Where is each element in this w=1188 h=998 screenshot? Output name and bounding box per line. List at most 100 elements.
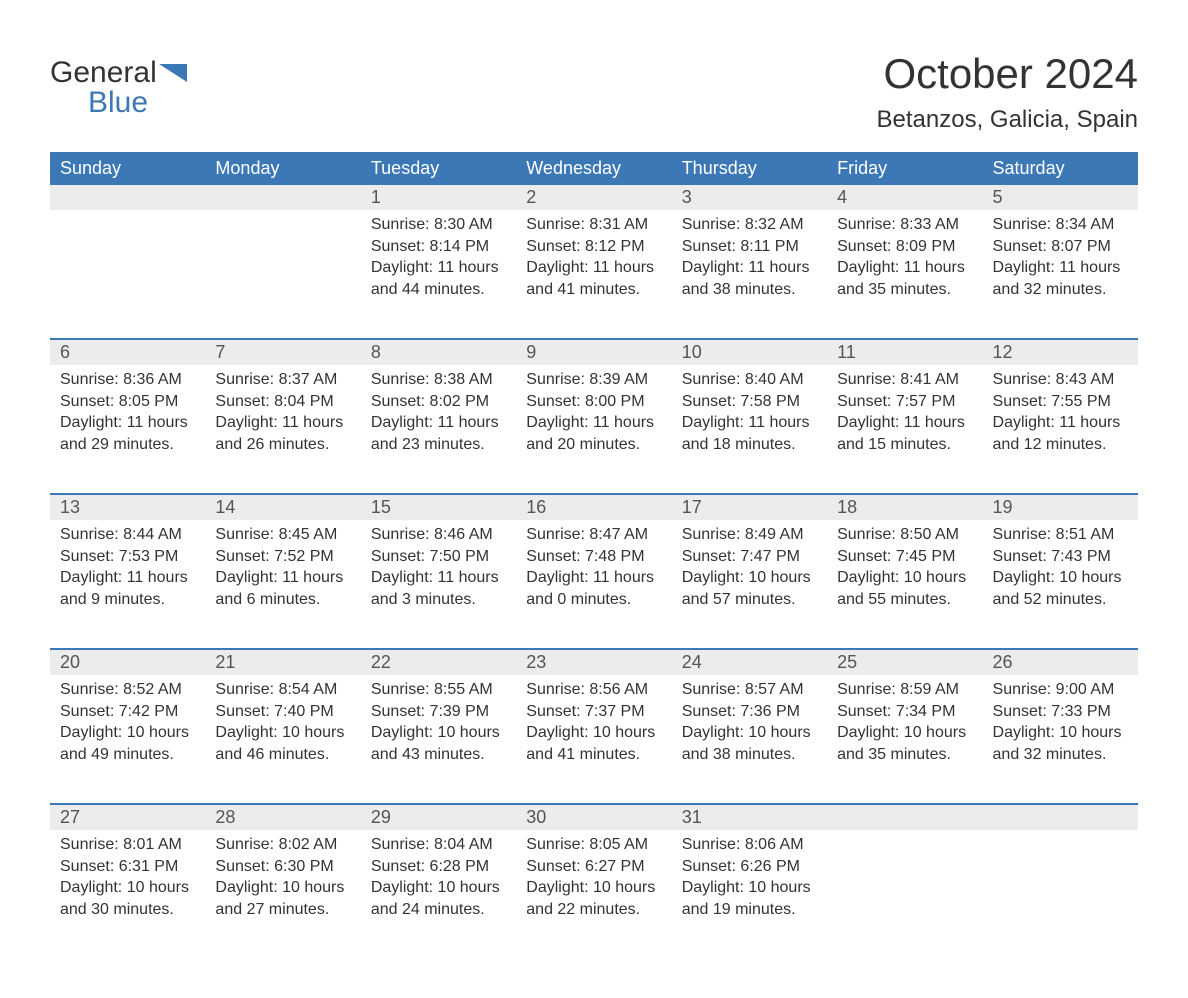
- day-content-cell: Sunrise: 8:01 AMSunset: 6:31 PMDaylight:…: [50, 830, 205, 958]
- day-content-cell: Sunrise: 8:39 AMSunset: 8:00 PMDaylight:…: [516, 365, 671, 494]
- day-content: Sunrise: 8:44 AMSunset: 7:53 PMDaylight:…: [50, 520, 205, 620]
- daylight-line: Daylight: 11 hours and 18 minutes.: [682, 412, 817, 455]
- day-content: Sunrise: 8:56 AMSunset: 7:37 PMDaylight:…: [516, 675, 671, 775]
- day-content-cell: Sunrise: 8:41 AMSunset: 7:57 PMDaylight:…: [827, 365, 982, 494]
- daylight-line: Daylight: 11 hours and 23 minutes.: [371, 412, 506, 455]
- day-number-cell: 31: [672, 804, 827, 830]
- day-content-cell: [50, 210, 205, 339]
- day-number-cell: 1: [361, 185, 516, 210]
- daylight-line: Daylight: 11 hours and 35 minutes.: [837, 257, 972, 300]
- daylight-line: Daylight: 11 hours and 15 minutes.: [837, 412, 972, 455]
- sunset-line: Sunset: 7:39 PM: [371, 701, 506, 723]
- sunset-line: Sunset: 8:02 PM: [371, 391, 506, 413]
- day-content-cell: Sunrise: 8:45 AMSunset: 7:52 PMDaylight:…: [205, 520, 360, 649]
- day-number-cell: 14: [205, 494, 360, 520]
- day-content-cell: Sunrise: 8:37 AMSunset: 8:04 PMDaylight:…: [205, 365, 360, 494]
- sunrise-line: Sunrise: 8:33 AM: [837, 214, 972, 236]
- sunrise-line: Sunrise: 8:30 AM: [371, 214, 506, 236]
- daylight-line: Daylight: 11 hours and 6 minutes.: [215, 567, 350, 610]
- sunset-line: Sunset: 7:57 PM: [837, 391, 972, 413]
- sunrise-line: Sunrise: 8:38 AM: [371, 369, 506, 391]
- sunrise-line: Sunrise: 8:34 AM: [993, 214, 1128, 236]
- daylight-line: Daylight: 11 hours and 0 minutes.: [526, 567, 661, 610]
- sunset-line: Sunset: 8:00 PM: [526, 391, 661, 413]
- day-content-cell: Sunrise: 8:54 AMSunset: 7:40 PMDaylight:…: [205, 675, 360, 804]
- day-number-cell: 13: [50, 494, 205, 520]
- day-content-row: Sunrise: 8:44 AMSunset: 7:53 PMDaylight:…: [50, 520, 1138, 649]
- title-block: October 2024 Betanzos, Galicia, Spain: [877, 50, 1138, 134]
- day-content-cell: Sunrise: 8:31 AMSunset: 8:12 PMDaylight:…: [516, 210, 671, 339]
- day-content: Sunrise: 8:37 AMSunset: 8:04 PMDaylight:…: [205, 365, 360, 465]
- daylight-line: Daylight: 10 hours and 22 minutes.: [526, 877, 661, 920]
- day-content: Sunrise: 8:59 AMSunset: 7:34 PMDaylight:…: [827, 675, 982, 775]
- sunrise-line: Sunrise: 8:54 AM: [215, 679, 350, 701]
- daylight-line: Daylight: 11 hours and 20 minutes.: [526, 412, 661, 455]
- sunrise-line: Sunrise: 8:57 AM: [682, 679, 817, 701]
- sunrise-line: Sunrise: 8:51 AM: [993, 524, 1128, 546]
- day-content: Sunrise: 8:51 AMSunset: 7:43 PMDaylight:…: [983, 520, 1138, 620]
- sunset-line: Sunset: 8:07 PM: [993, 236, 1128, 258]
- day-content: Sunrise: 8:01 AMSunset: 6:31 PMDaylight:…: [50, 830, 205, 930]
- day-number-cell: 9: [516, 339, 671, 365]
- day-number-row: 12345: [50, 185, 1138, 210]
- day-content: Sunrise: 8:32 AMSunset: 8:11 PMDaylight:…: [672, 210, 827, 310]
- weekday-header: Saturday: [983, 152, 1138, 185]
- sunset-line: Sunset: 7:40 PM: [215, 701, 350, 723]
- day-content-cell: Sunrise: 8:05 AMSunset: 6:27 PMDaylight:…: [516, 830, 671, 958]
- daylight-line: Daylight: 11 hours and 26 minutes.: [215, 412, 350, 455]
- day-content: Sunrise: 8:50 AMSunset: 7:45 PMDaylight:…: [827, 520, 982, 620]
- daylight-line: Daylight: 10 hours and 24 minutes.: [371, 877, 506, 920]
- day-content: Sunrise: 8:45 AMSunset: 7:52 PMDaylight:…: [205, 520, 360, 620]
- day-content-cell: Sunrise: 8:47 AMSunset: 7:48 PMDaylight:…: [516, 520, 671, 649]
- logo-general: General: [50, 56, 157, 89]
- sunset-line: Sunset: 6:26 PM: [682, 856, 817, 878]
- weekday-header-row: SundayMondayTuesdayWednesdayThursdayFrid…: [50, 152, 1138, 185]
- daylight-line: Daylight: 11 hours and 3 minutes.: [371, 567, 506, 610]
- day-number-cell: 8: [361, 339, 516, 365]
- page-subtitle: Betanzos, Galicia, Spain: [877, 106, 1138, 134]
- sunrise-line: Sunrise: 8:50 AM: [837, 524, 972, 546]
- sunrise-line: Sunrise: 8:05 AM: [526, 834, 661, 856]
- day-number-cell: 19: [983, 494, 1138, 520]
- day-number-row: 6789101112: [50, 339, 1138, 365]
- day-content: Sunrise: 8:47 AMSunset: 7:48 PMDaylight:…: [516, 520, 671, 620]
- logo-text: General Blue: [50, 58, 187, 118]
- day-number-cell: 5: [983, 185, 1138, 210]
- sunrise-line: Sunrise: 8:52 AM: [60, 679, 195, 701]
- day-content: Sunrise: 8:55 AMSunset: 7:39 PMDaylight:…: [361, 675, 516, 775]
- day-content: Sunrise: 8:02 AMSunset: 6:30 PMDaylight:…: [205, 830, 360, 930]
- day-content-cell: Sunrise: 8:51 AMSunset: 7:43 PMDaylight:…: [983, 520, 1138, 649]
- weekday-header: Monday: [205, 152, 360, 185]
- sunrise-line: Sunrise: 8:56 AM: [526, 679, 661, 701]
- sunset-line: Sunset: 7:58 PM: [682, 391, 817, 413]
- day-number-row: 2728293031: [50, 804, 1138, 830]
- day-number-cell: 10: [672, 339, 827, 365]
- day-content-cell: Sunrise: 8:06 AMSunset: 6:26 PMDaylight:…: [672, 830, 827, 958]
- day-content: Sunrise: 8:36 AMSunset: 8:05 PMDaylight:…: [50, 365, 205, 465]
- flag-icon: [159, 58, 187, 88]
- day-content-row: Sunrise: 8:36 AMSunset: 8:05 PMDaylight:…: [50, 365, 1138, 494]
- day-content: Sunrise: 8:34 AMSunset: 8:07 PMDaylight:…: [983, 210, 1138, 310]
- daylight-line: Daylight: 11 hours and 12 minutes.: [993, 412, 1128, 455]
- day-content-cell: Sunrise: 8:59 AMSunset: 7:34 PMDaylight:…: [827, 675, 982, 804]
- day-content-cell: Sunrise: 8:57 AMSunset: 7:36 PMDaylight:…: [672, 675, 827, 804]
- sunrise-line: Sunrise: 8:31 AM: [526, 214, 661, 236]
- day-content: Sunrise: 8:40 AMSunset: 7:58 PMDaylight:…: [672, 365, 827, 465]
- day-number-cell: [205, 185, 360, 210]
- day-content-cell: Sunrise: 8:04 AMSunset: 6:28 PMDaylight:…: [361, 830, 516, 958]
- sunrise-line: Sunrise: 8:55 AM: [371, 679, 506, 701]
- day-content-cell: Sunrise: 8:34 AMSunset: 8:07 PMDaylight:…: [983, 210, 1138, 339]
- day-content-cell: Sunrise: 8:43 AMSunset: 7:55 PMDaylight:…: [983, 365, 1138, 494]
- daylight-line: Daylight: 10 hours and 57 minutes.: [682, 567, 817, 610]
- sunset-line: Sunset: 7:50 PM: [371, 546, 506, 568]
- sunrise-line: Sunrise: 8:39 AM: [526, 369, 661, 391]
- weekday-header: Wednesday: [516, 152, 671, 185]
- day-content-cell: Sunrise: 8:02 AMSunset: 6:30 PMDaylight:…: [205, 830, 360, 958]
- day-content-cell: Sunrise: 8:55 AMSunset: 7:39 PMDaylight:…: [361, 675, 516, 804]
- daylight-line: Daylight: 10 hours and 41 minutes.: [526, 722, 661, 765]
- sunrise-line: Sunrise: 8:40 AM: [682, 369, 817, 391]
- day-content-row: Sunrise: 8:30 AMSunset: 8:14 PMDaylight:…: [50, 210, 1138, 339]
- day-content-cell: [827, 830, 982, 958]
- daylight-line: Daylight: 11 hours and 32 minutes.: [993, 257, 1128, 300]
- day-content-row: Sunrise: 8:52 AMSunset: 7:42 PMDaylight:…: [50, 675, 1138, 804]
